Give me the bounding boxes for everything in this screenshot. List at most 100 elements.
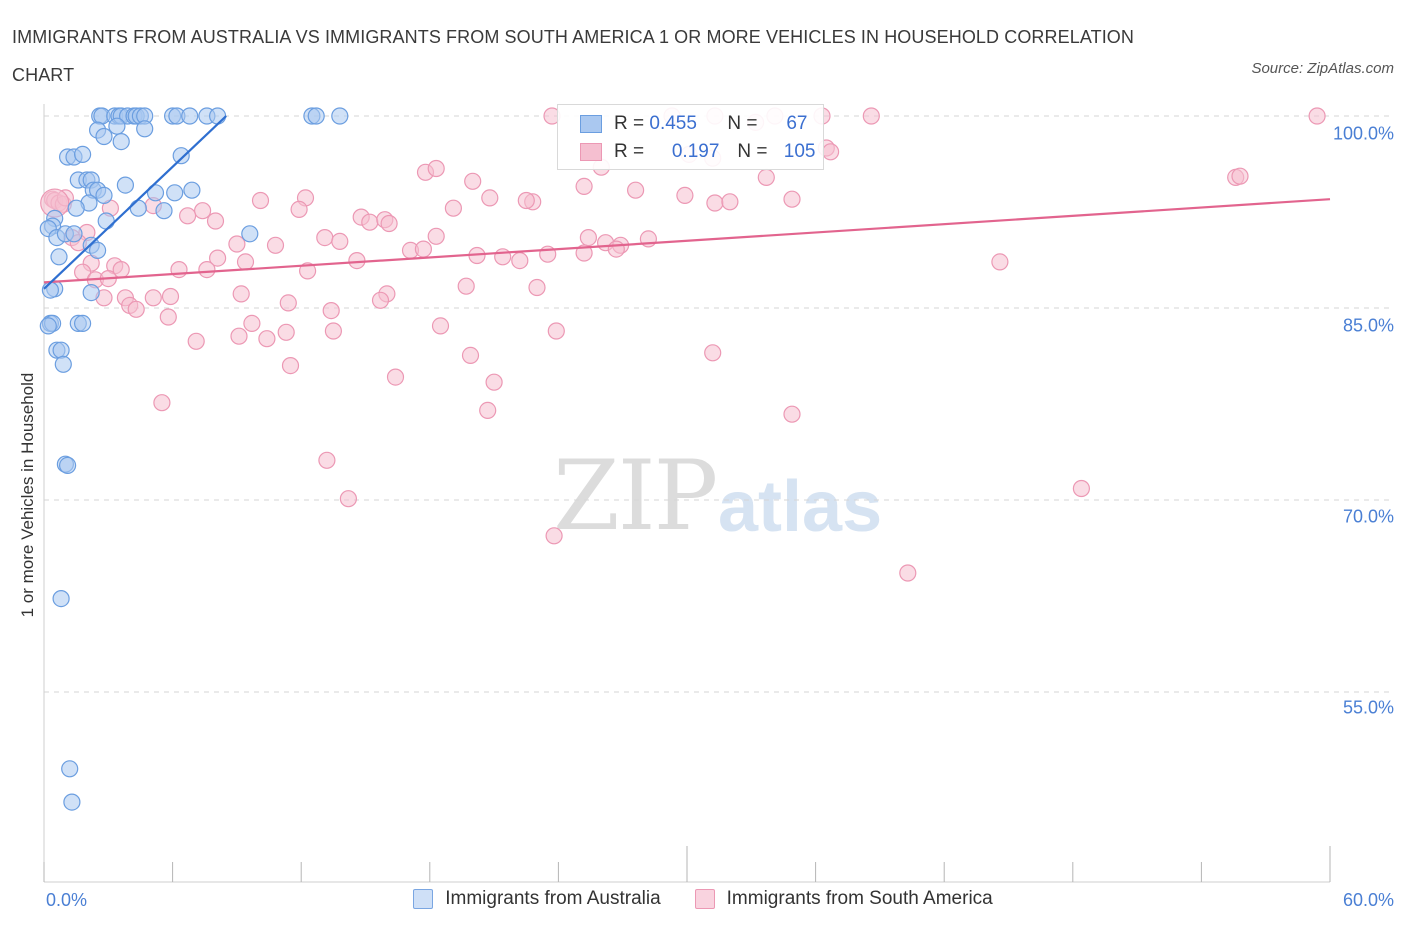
australia-point bbox=[95, 186, 113, 204]
south-america-point bbox=[862, 107, 880, 125]
south-america-point bbox=[187, 332, 205, 350]
australia-point bbox=[67, 199, 85, 217]
south-america-point bbox=[464, 172, 482, 190]
watermark-atlas: atlas bbox=[718, 467, 883, 547]
south-america-point bbox=[427, 159, 445, 178]
south-america-trend-line bbox=[43, 198, 1331, 284]
australia-point bbox=[52, 589, 70, 608]
legend-swatch-blue bbox=[580, 115, 602, 133]
south-america-point bbox=[277, 323, 295, 341]
south-america-point bbox=[783, 190, 801, 208]
australia-point bbox=[108, 117, 126, 135]
australia-point bbox=[58, 456, 77, 474]
legend-n-label: N = bbox=[727, 113, 758, 134]
trend-lines bbox=[43, 115, 1331, 290]
south-america-point bbox=[228, 235, 246, 253]
axes bbox=[43, 104, 1331, 883]
legend-row-australia: R = 0.455 N = 67 bbox=[580, 111, 808, 137]
stats-legend: R = 0.455 N = 67 R = 0.197 N = 105 bbox=[557, 104, 824, 170]
south-america-point bbox=[194, 202, 212, 220]
south-america-point bbox=[485, 373, 503, 391]
y-tick-label: 85.0% bbox=[1342, 315, 1394, 336]
south-america-point bbox=[1231, 167, 1249, 185]
australia-point bbox=[146, 184, 165, 202]
australia-point bbox=[39, 317, 57, 335]
south-america-point bbox=[281, 357, 300, 375]
y-tick-label: 70.0% bbox=[1342, 506, 1394, 527]
south-america-point bbox=[517, 191, 535, 210]
y-tick-label: 55.0% bbox=[1342, 697, 1394, 718]
south-america-point bbox=[209, 249, 227, 267]
south-america-point bbox=[339, 490, 357, 508]
south-america-point bbox=[461, 346, 480, 364]
australia-points bbox=[39, 107, 349, 811]
series-legend-south-america[interactable]: Immigrants from South America bbox=[694, 888, 993, 910]
south-america-point bbox=[626, 181, 645, 199]
south-america-point bbox=[545, 527, 563, 545]
y-axis-label: 1 or more Vehicles in Household bbox=[18, 372, 37, 618]
south-america-point bbox=[427, 227, 445, 245]
australia-point bbox=[112, 133, 130, 151]
australia-point bbox=[209, 107, 227, 125]
south-america-point bbox=[279, 294, 297, 312]
series-swatch-blue bbox=[413, 889, 434, 909]
australia-point bbox=[116, 176, 135, 194]
south-america-point bbox=[1308, 107, 1326, 125]
south-america-point bbox=[783, 405, 801, 423]
south-america-point bbox=[266, 236, 285, 254]
australia-point bbox=[136, 120, 154, 138]
australia-point bbox=[155, 202, 173, 220]
south-america-point bbox=[179, 207, 197, 225]
series-legend-label: Immigrants from South America bbox=[726, 888, 993, 909]
australia-trend-line bbox=[43, 115, 227, 290]
south-america-point bbox=[991, 253, 1009, 271]
south-america-point bbox=[251, 191, 270, 210]
australia-point bbox=[63, 793, 81, 811]
south-america-point bbox=[821, 143, 840, 161]
australia-point bbox=[50, 248, 68, 266]
series-legend-australia[interactable]: Immigrants from Australia bbox=[413, 888, 661, 910]
australia-point bbox=[129, 199, 147, 217]
series-swatch-pink bbox=[694, 889, 715, 909]
series-legend: Immigrants from Australia Immigrants fro… bbox=[0, 888, 1406, 910]
south-america-point bbox=[511, 252, 529, 270]
australia-point bbox=[166, 184, 184, 202]
south-america-point bbox=[258, 330, 276, 348]
watermark-zip: ZIP bbox=[553, 440, 718, 552]
south-america-point bbox=[348, 252, 366, 270]
australia-point bbox=[181, 107, 199, 125]
legend-n-label: N = bbox=[737, 141, 768, 162]
south-america-point bbox=[607, 240, 625, 258]
south-america-point bbox=[206, 212, 225, 230]
legend-r-value: 0.455 bbox=[649, 113, 697, 134]
x-tick-label-max: 60.0% bbox=[1342, 890, 1394, 910]
south-america-point bbox=[159, 308, 177, 326]
south-america-point bbox=[444, 199, 462, 217]
australia-point bbox=[88, 241, 107, 259]
south-america-point bbox=[1072, 479, 1091, 498]
south-america-point bbox=[676, 186, 694, 204]
australia-point bbox=[97, 212, 115, 230]
australia-point bbox=[52, 341, 70, 359]
south-america-point bbox=[318, 451, 336, 469]
south-america-point bbox=[322, 302, 340, 320]
australia-point bbox=[73, 145, 92, 163]
australia-point bbox=[41, 281, 60, 299]
australia-point bbox=[61, 760, 79, 778]
source-credit: Source: ZipAtlas.com bbox=[1251, 60, 1394, 77]
south-america-point bbox=[144, 289, 162, 307]
south-america-point bbox=[704, 344, 722, 362]
x-tick-label-min: 0.0% bbox=[46, 890, 88, 910]
australia-point bbox=[307, 107, 325, 125]
south-america-point bbox=[324, 322, 342, 340]
south-america-point bbox=[161, 287, 180, 306]
south-america-point bbox=[431, 317, 450, 335]
south-america-point bbox=[481, 189, 499, 207]
australia-point bbox=[172, 147, 190, 165]
australia-point bbox=[95, 127, 113, 146]
south-america-point bbox=[721, 193, 739, 211]
legend-r-value: 0.197 bbox=[671, 141, 720, 162]
south-america-point bbox=[331, 232, 349, 250]
south-america-point bbox=[457, 277, 475, 295]
